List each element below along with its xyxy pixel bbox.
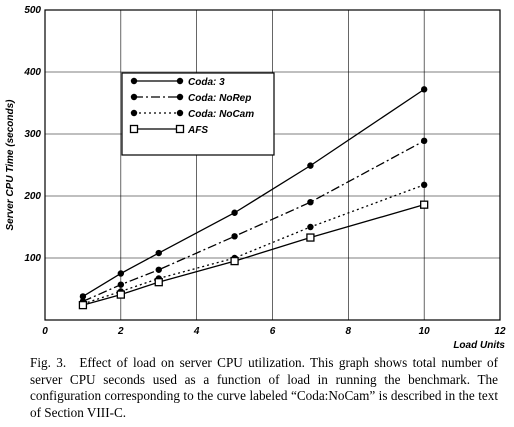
data-point (116, 290, 125, 299)
legend: Coda: 3 Coda: NoRep Coda: NoCam AFS (121, 72, 275, 156)
y-tick-label: 500 (24, 5, 41, 16)
data-point (306, 233, 315, 242)
plot-frame (44, 9, 501, 321)
data-point (230, 256, 239, 266)
legend-marker (176, 109, 184, 117)
data-point (420, 137, 428, 145)
series-line (82, 140, 425, 302)
series-group (78, 86, 429, 310)
legend-marker (130, 109, 138, 117)
y-axis-label: Server CPU Time (seconds) (5, 99, 16, 231)
legend-marker (176, 77, 184, 85)
x-tick-label: 8 (346, 326, 352, 337)
legend-entry-2: Coda: NoRep (130, 93, 251, 104)
legend-label: Coda: 3 (188, 77, 225, 88)
x-tick-label: 6 (270, 326, 276, 337)
series-line (82, 184, 425, 305)
x-tick-label: 0 (42, 326, 48, 337)
data-point (307, 199, 314, 206)
data-point (79, 293, 87, 300)
data-point (420, 200, 429, 209)
series-line (82, 88, 425, 297)
x-axis-ticks: 0 2 4 6 8 10 12 (42, 326, 506, 337)
data-point (154, 278, 163, 287)
x-tick-label: 12 (494, 326, 506, 337)
legend-entry-1: Coda: 3 (130, 77, 225, 88)
series-2 (79, 137, 428, 305)
y-tick-label: 100 (24, 253, 41, 264)
data-point (307, 162, 314, 169)
data-point (307, 223, 314, 231)
x-tick-label: 10 (419, 326, 431, 337)
series-1 (79, 86, 428, 300)
data-point (117, 270, 125, 277)
y-axis-ticks: 100 200 300 400 500 (23, 5, 41, 264)
series-4 (78, 200, 429, 310)
legend-marker (130, 93, 138, 101)
data-point (420, 181, 428, 189)
x-axis-label: Load Units (453, 340, 505, 350)
legend-marker (176, 93, 184, 101)
legend-entry-4: AFS (129, 124, 208, 136)
legend-label: AFS (187, 125, 208, 136)
data-point (155, 266, 162, 273)
y-tick-label: 400 (23, 67, 41, 78)
legend-marker (130, 77, 138, 85)
legend-label: Coda: NoCam (188, 109, 254, 120)
data-point (117, 281, 125, 288)
data-point (420, 86, 428, 93)
data-point (231, 209, 238, 216)
cpu-time-chart: 100 200 300 400 500 0 2 4 6 8 10 12 Server CPU Tim… (5, 5, 506, 350)
y-tick-label: 300 (24, 129, 41, 140)
series-line (82, 204, 425, 306)
grid-lines (45, 10, 500, 320)
data-point (231, 233, 238, 240)
data-point (78, 300, 88, 310)
figure-caption: Fig. 3. Effect of load on server CPU uti… (30, 355, 498, 420)
legend-entry-3: Coda: NoCam (130, 109, 254, 120)
x-tick-label: 4 (193, 326, 200, 337)
legend-marker (129, 124, 139, 134)
y-tick-label: 200 (23, 191, 41, 202)
data-point (155, 249, 162, 257)
legend-marker (175, 124, 185, 134)
legend-label: Coda: NoRep (188, 93, 251, 104)
legend-box (121, 72, 275, 156)
x-tick-label: 2 (117, 326, 124, 337)
